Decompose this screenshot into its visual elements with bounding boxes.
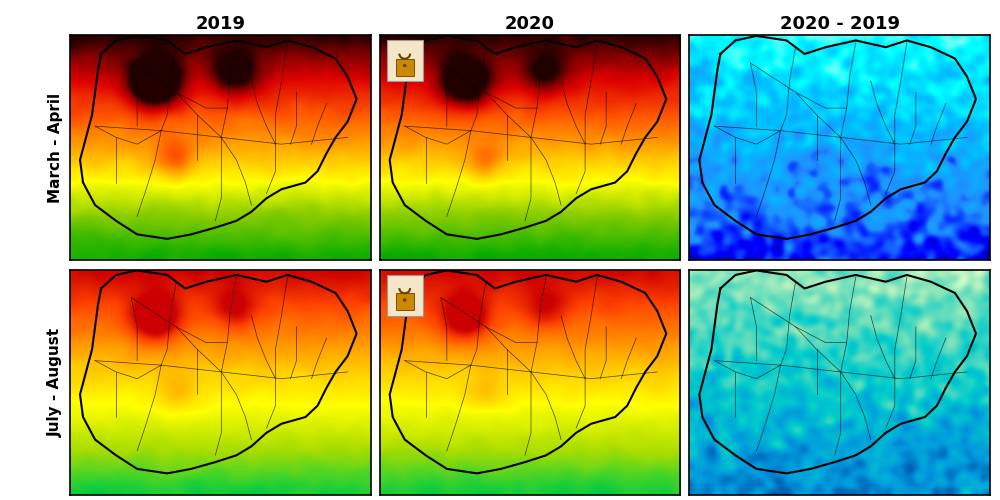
Circle shape	[403, 298, 407, 302]
Bar	[396, 293, 414, 310]
Y-axis label: July - August: July - August	[48, 328, 63, 437]
Title: 2020 - 2019: 2020 - 2019	[780, 16, 900, 34]
Title: 2020: 2020	[505, 16, 555, 34]
Bar	[387, 40, 423, 81]
Title: 2019: 2019	[195, 16, 245, 34]
Bar	[396, 58, 414, 76]
Y-axis label: March - April: March - April	[48, 92, 63, 203]
Circle shape	[403, 64, 407, 67]
Bar	[387, 275, 423, 316]
